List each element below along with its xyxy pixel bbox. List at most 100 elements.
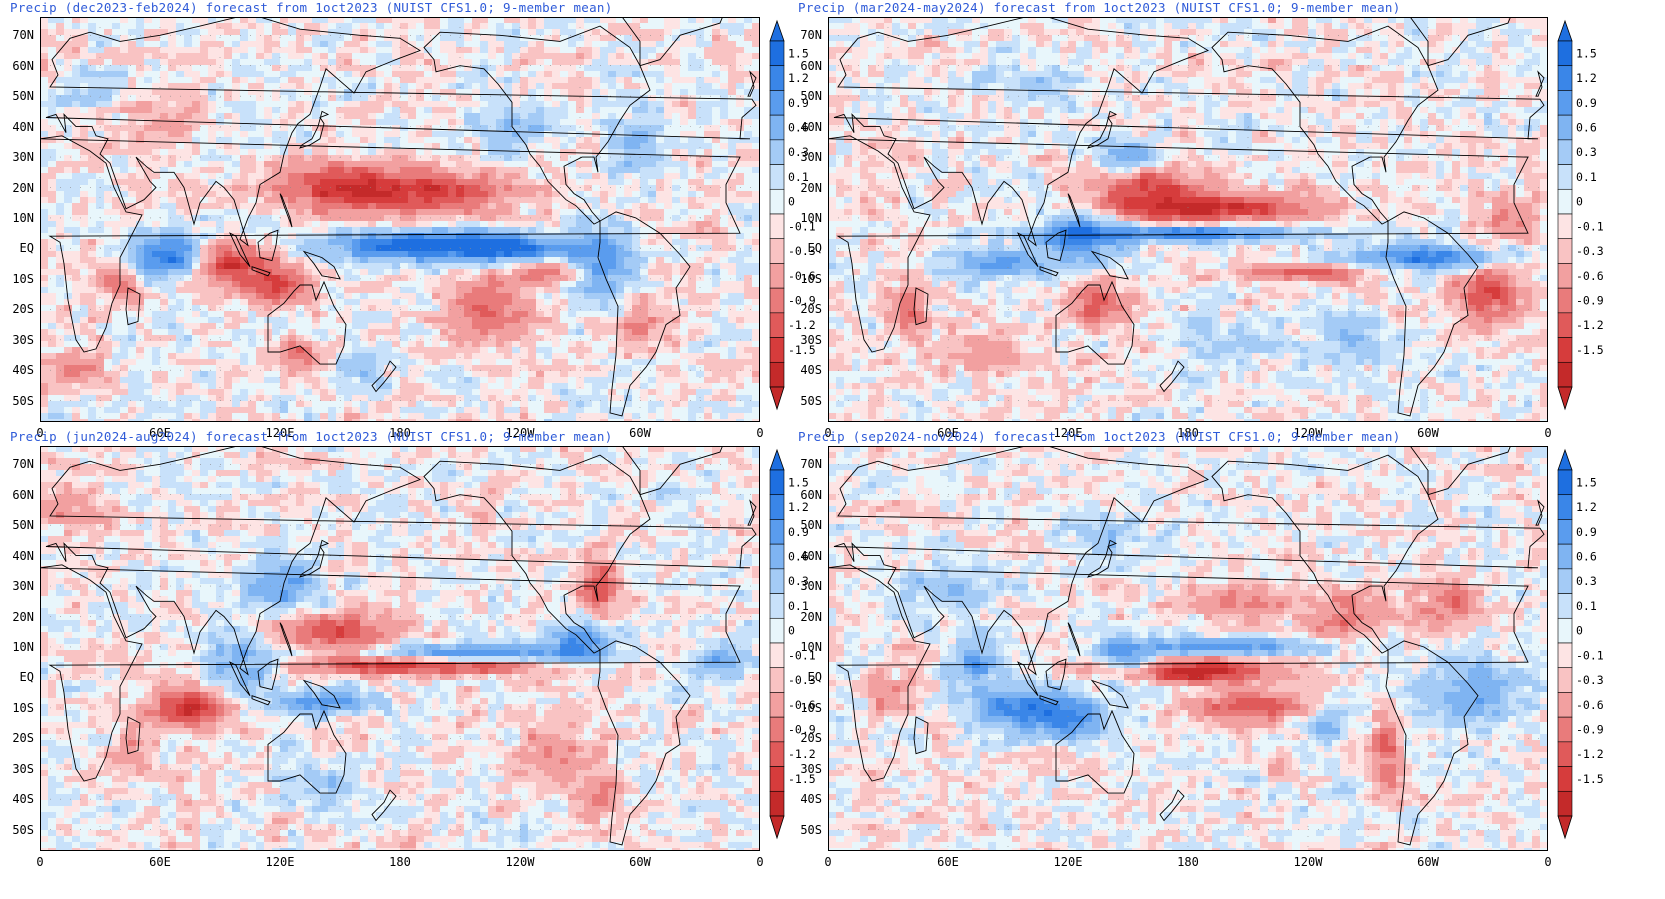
longitude-label: 120W <box>1294 426 1323 440</box>
colorbar-band <box>1557 213 1573 240</box>
colorbar-label: -0.9 <box>788 723 816 737</box>
latitude-label: 10S <box>4 272 34 286</box>
colorbar-label: -0.3 <box>788 244 816 258</box>
colorbar-label: 1.2 <box>1576 71 1597 85</box>
longitude-label: 180 <box>389 855 411 869</box>
colorbar-band <box>769 114 785 141</box>
latitude-label: 70N <box>4 28 34 42</box>
colorbar-band <box>1557 766 1573 792</box>
longitude-label: 60E <box>149 855 171 869</box>
colorbar-band <box>769 263 785 289</box>
latitude-label: 30N <box>4 579 34 593</box>
colorbar-band <box>769 568 785 594</box>
colorbar-band <box>1557 65 1573 91</box>
colorbar-label: 0.9 <box>1576 96 1597 110</box>
latitude-label: 10S <box>792 701 822 715</box>
colorbar-label: -0.9 <box>1576 723 1604 737</box>
colorbar-band <box>1557 238 1573 264</box>
forecast-panel-jja: Precip (jun2024-aug2024) forecast from 1… <box>0 429 832 878</box>
colorbar-band <box>769 361 785 388</box>
panel-title: Precip (dec2023-feb2024) forecast from 1… <box>10 0 613 15</box>
latitude-label: 40S <box>4 792 34 806</box>
latitude-label: 10S <box>792 272 822 286</box>
colorbar-band <box>769 494 785 520</box>
precip-anomaly-map <box>40 17 760 422</box>
latitude-label: 40S <box>792 792 822 806</box>
colorbar-band <box>769 642 785 669</box>
colorbar-band <box>1557 790 1573 817</box>
graticule <box>40 17 760 422</box>
longitude-label: 120E <box>1054 426 1083 440</box>
colorbar-label: 1.2 <box>1576 500 1597 514</box>
colorbar-band <box>1557 716 1573 743</box>
latitude-label: 60N <box>4 488 34 502</box>
colorbar-band <box>1557 543 1573 570</box>
colorbar-band <box>1557 642 1573 669</box>
colorbar-bottom-arrow <box>769 386 785 411</box>
colorbar-band <box>1557 139 1573 165</box>
colorbar-label: -0.1 <box>1576 648 1604 662</box>
colorbar-label: 0.6 <box>1576 550 1597 564</box>
latitude-label: 30N <box>792 150 822 164</box>
colorbar-top-arrow <box>1557 19 1573 42</box>
colorbar-label: 0.3 <box>1576 145 1597 159</box>
colorbar-band <box>769 667 785 693</box>
colorbar-label: -0.6 <box>788 698 816 712</box>
colorbar-band <box>769 543 785 570</box>
anomaly-field <box>40 17 760 422</box>
latitude-label: 20S <box>792 302 822 316</box>
colorbar-label: 1.2 <box>788 500 809 514</box>
colorbar-label: 0.1 <box>788 599 809 613</box>
latitude-label: 50S <box>792 823 822 837</box>
colorbar-bottom-arrow <box>769 815 785 840</box>
latitude-label: 30N <box>792 579 822 593</box>
colorbar-label: -0.1 <box>788 219 816 233</box>
colorbar-band <box>1557 519 1573 545</box>
colorbar-band <box>769 790 785 817</box>
longitude-label: 60E <box>149 426 171 440</box>
colorbar-band <box>1557 164 1573 190</box>
colorbar-label: 0.9 <box>788 96 809 110</box>
colorbar-label: -0.1 <box>1576 219 1604 233</box>
latitude-label: 10N <box>792 640 822 654</box>
latitude-label: 50S <box>792 394 822 408</box>
colorbar-band <box>1557 361 1573 388</box>
graticule <box>828 17 1548 422</box>
colorbar-band <box>769 617 785 644</box>
latitude-label: 40S <box>792 363 822 377</box>
colorbar-band <box>769 312 785 338</box>
colorbar-band <box>1557 90 1573 116</box>
latitude-label: 50N <box>792 89 822 103</box>
coastlines <box>828 446 1545 846</box>
colorbar-band <box>769 65 785 91</box>
colorbar-label: -1.5 <box>788 772 816 786</box>
longitude-label: 0 <box>1544 855 1551 869</box>
colorbar-band <box>769 741 785 767</box>
latitude-label: 50S <box>4 823 34 837</box>
colorbar-label: 0.9 <box>1576 525 1597 539</box>
colorbar-band <box>769 716 785 743</box>
colorbar-band <box>1557 114 1573 141</box>
latitude-label: 20S <box>792 731 822 745</box>
coastlines <box>40 17 757 417</box>
colorbar-label: -0.9 <box>788 294 816 308</box>
latitude-label: 40N <box>4 549 34 563</box>
colorbar-label: -0.9 <box>1576 294 1604 308</box>
longitude-label: 120W <box>506 426 535 440</box>
colorbar-top-arrow <box>769 448 785 471</box>
latitude-label: 30S <box>792 762 822 776</box>
precip-anomaly-map <box>828 446 1548 851</box>
colorbar-band <box>1557 40 1573 67</box>
colorbar-label: 0.6 <box>788 550 809 564</box>
colorbar-band <box>769 766 785 792</box>
longitude-label: 120E <box>266 855 295 869</box>
latitude-label: EQ <box>4 670 34 684</box>
colorbar-label: -0.1 <box>788 648 816 662</box>
longitude-label: 180 <box>389 426 411 440</box>
forecast-panel-mam: Precip (mar2024-may2024) forecast from 1… <box>788 0 1620 449</box>
latitude-label: 10N <box>792 211 822 225</box>
colorbar-label: 0.1 <box>1576 599 1597 613</box>
latitude-label: 40N <box>4 120 34 134</box>
latitude-label: 20N <box>792 610 822 624</box>
colorbar-label: -1.5 <box>1576 343 1604 357</box>
